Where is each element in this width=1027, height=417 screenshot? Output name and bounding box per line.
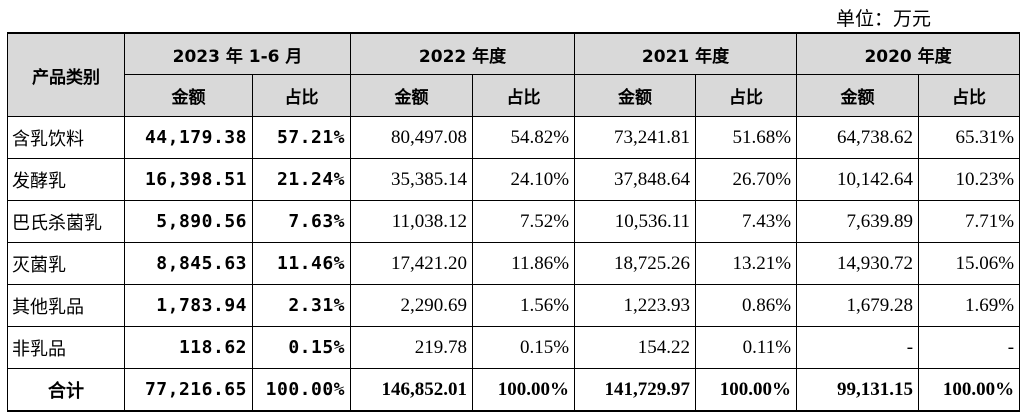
cell-amount: 11,038.12 (350, 200, 474, 243)
cell-ratio: 0.86% (695, 284, 798, 327)
cell-ratio: 7.52% (472, 200, 576, 243)
header-period-2022: 2022 年度 (350, 32, 576, 75)
cell-ratio: 26.70% (695, 158, 798, 201)
cell-amount: 14,930.72 (796, 242, 920, 285)
unit-note: 单位：万元 (835, 8, 931, 30)
row-category: 巴氏杀菌乳 (7, 200, 125, 243)
cell-ratio: 100.00% (251, 368, 352, 412)
cell-amount: 2,290.69 (350, 284, 474, 327)
header-amount: 金额 (350, 74, 474, 117)
cell-ratio: 1.56% (472, 284, 576, 327)
cell-amount: 99,131.15 (796, 368, 920, 412)
cell-amount: 44,179.38 (124, 116, 253, 159)
cell-ratio: 57.21% (251, 116, 352, 159)
row-category-total: 合计 (7, 368, 125, 412)
header-category: 产品类别 (7, 32, 125, 117)
header-ratio: 占比 (472, 74, 576, 117)
row-category: 发酵乳 (7, 158, 125, 201)
cell-amount: 5,890.56 (124, 200, 253, 243)
cell-amount: 10,142.64 (796, 158, 920, 201)
header-amount: 金额 (796, 74, 920, 117)
cell-amount: 1,783.94 (124, 284, 253, 327)
cell-ratio: 1.69% (918, 284, 1021, 327)
cell-amount: 10,536.11 (574, 200, 697, 243)
table-row: 灭菌乳 8,845.63 11.46% 17,421.20 11.86% 18,… (7, 242, 1021, 285)
cell-ratio: - (918, 326, 1021, 369)
cell-amount: 154.22 (574, 326, 697, 369)
cell-amount: 64,738.62 (796, 116, 920, 159)
table-row: 含乳饮料 44,179.38 57.21% 80,497.08 54.82% 7… (7, 116, 1021, 159)
cell-ratio: 11.86% (472, 242, 576, 285)
cell-ratio: 24.10% (472, 158, 576, 201)
cell-ratio: 13.21% (695, 242, 798, 285)
cell-amount: 77,216.65 (124, 368, 253, 412)
cell-ratio: 54.82% (472, 116, 576, 159)
header-ratio: 占比 (695, 74, 798, 117)
header-amount: 金额 (574, 74, 697, 117)
cell-ratio: 0.15% (472, 326, 576, 369)
cell-amount: 16,398.51 (124, 158, 253, 201)
cell-ratio: 7.43% (695, 200, 798, 243)
cell-ratio: 100.00% (918, 368, 1021, 412)
cell-amount: 146,852.01 (350, 368, 474, 412)
cell-amount: 1,679.28 (796, 284, 920, 327)
header-ratio: 占比 (918, 74, 1021, 117)
row-category: 非乳品 (7, 326, 125, 369)
cell-amount: 1,223.93 (574, 284, 697, 327)
header-period-2023h1: 2023 年 1-6 月 (123, 32, 352, 75)
row-category: 含乳饮料 (7, 116, 125, 159)
cell-ratio: 11.46% (251, 242, 352, 285)
header-amount: 金额 (124, 74, 253, 117)
cell-ratio: 15.06% (918, 242, 1021, 285)
cell-ratio: 51.68% (695, 116, 798, 159)
cell-ratio: 21.24% (251, 158, 352, 201)
cell-amount: 17,421.20 (350, 242, 474, 285)
header-period-2021: 2021 年度 (574, 32, 798, 75)
cell-amount: 141,729.97 (574, 368, 697, 412)
cell-amount: - (796, 326, 920, 369)
cell-ratio: 100.00% (695, 368, 798, 412)
cell-amount: 219.78 (350, 326, 474, 369)
cell-ratio: 10.23% (918, 158, 1021, 201)
table-row: 非乳品 118.62 0.15% 219.78 0.15% 154.22 0.1… (7, 326, 1021, 369)
cell-ratio: 7.63% (251, 200, 352, 243)
header-period-2020: 2020 年度 (796, 32, 1021, 75)
cell-amount: 80,497.08 (350, 116, 474, 159)
cell-ratio: 2.31% (251, 284, 352, 327)
total-row: 合计 77,216.65 100.00% 146,852.01 100.00% … (7, 368, 1021, 412)
cell-ratio: 0.15% (251, 326, 352, 369)
cell-amount: 35,385.14 (350, 158, 474, 201)
cell-ratio: 0.11% (695, 326, 798, 369)
table-row: 巴氏杀菌乳 5,890.56 7.63% 11,038.12 7.52% 10,… (7, 200, 1021, 243)
row-category: 灭菌乳 (7, 242, 125, 285)
cell-amount: 73,241.81 (574, 116, 697, 159)
cell-amount: 8,845.63 (124, 242, 253, 285)
header-ratio: 占比 (251, 74, 352, 117)
cell-amount: 7,639.89 (796, 200, 920, 243)
product-revenue-table: 产品类别 2023 年 1-6 月 2022 年度 2021 年度 2020 年… (7, 32, 1021, 412)
cell-ratio: 100.00% (472, 368, 576, 412)
cell-amount: 118.62 (124, 326, 253, 369)
row-category: 其他乳品 (7, 284, 125, 327)
cell-amount: 37,848.64 (574, 158, 697, 201)
cell-ratio: 65.31% (918, 116, 1021, 159)
cell-ratio: 7.71% (918, 200, 1021, 243)
table-row: 其他乳品 1,783.94 2.31% 2,290.69 1.56% 1,223… (7, 284, 1021, 327)
table-row: 发酵乳 16,398.51 21.24% 35,385.14 24.10% 37… (7, 158, 1021, 201)
cell-amount: 18,725.26 (574, 242, 697, 285)
